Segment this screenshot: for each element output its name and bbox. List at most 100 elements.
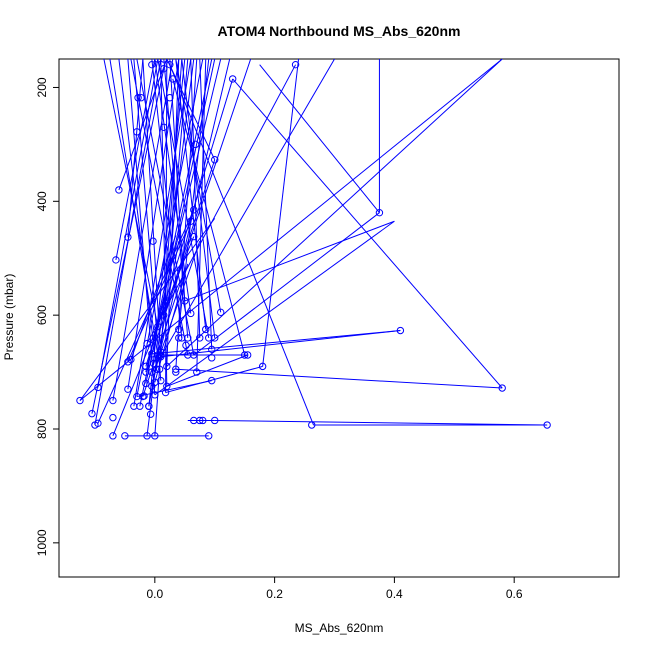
plot-frame [58, 58, 620, 578]
data-point [187, 309, 195, 318]
data-point [291, 60, 300, 69]
x-tick-label: 0.6 [506, 587, 523, 601]
series-line-segment [166, 59, 180, 367]
series-line-segment [175, 59, 222, 313]
data-point [375, 208, 384, 217]
series-line-segment [115, 59, 156, 261]
data-point [151, 432, 159, 440]
data-point [121, 432, 129, 440]
data-point [154, 59, 162, 63]
data-point [109, 413, 117, 422]
data-point [211, 156, 219, 164]
series-line-segment [232, 78, 503, 389]
data-point [109, 432, 117, 440]
x-axis-label: MS_Abs_620nm [295, 621, 384, 635]
series-line-segment [193, 212, 380, 356]
data-point [124, 233, 132, 241]
data-point [193, 368, 201, 376]
data-point [149, 237, 157, 245]
data-point [140, 392, 148, 400]
data-point [109, 396, 117, 405]
data-point [187, 217, 195, 225]
series-line-segment [157, 59, 210, 339]
data-point [163, 382, 171, 391]
x-axis: 0.0 0.2 0.4 0.6 [146, 576, 523, 601]
series-line-segment [169, 64, 315, 426]
series-line-segment [151, 59, 335, 373]
data-point [191, 140, 200, 149]
series-line-segment [160, 59, 168, 387]
series-line-segment [163, 159, 216, 316]
series-line-segment [130, 59, 189, 356]
series-line-segment [154, 220, 395, 396]
data-point [543, 421, 551, 429]
data-point [166, 60, 174, 69]
data-point [146, 410, 155, 418]
data-point [211, 334, 219, 342]
series-line-segment [175, 368, 503, 389]
series-line-segment [118, 59, 168, 191]
x-tick-label: 0.4 [386, 587, 403, 601]
data-point [143, 432, 151, 440]
series-line-segment [163, 59, 189, 338]
data-point [196, 334, 204, 342]
series-line-segment [262, 59, 300, 367]
data-point [115, 186, 123, 194]
data-point [208, 345, 216, 354]
data-point [163, 362, 171, 371]
series-line-segment [190, 59, 201, 338]
series-line-segment [136, 59, 195, 356]
data-point [160, 123, 168, 132]
x-tick-label: 0.0 [146, 587, 163, 601]
y-tick-label: 600 [35, 305, 49, 325]
data-point [498, 384, 506, 392]
data-point [134, 94, 142, 102]
series-line-segment [175, 59, 207, 330]
data-point [228, 75, 237, 83]
data-point [205, 432, 213, 440]
data-point [127, 355, 135, 364]
data-point [157, 376, 165, 385]
data-point [157, 348, 165, 356]
series-points [76, 59, 551, 440]
data-point [182, 341, 190, 350]
data-point [137, 94, 145, 102]
series-line-segment [196, 59, 207, 373]
data-point [112, 256, 120, 264]
chart-title: ATOM4 Northbound MS_Abs_620nm [218, 23, 461, 39]
series-line-segment [136, 380, 212, 398]
series-line-segment [165, 365, 263, 394]
data-point [133, 128, 141, 136]
data-point [172, 365, 180, 373]
data-point [169, 75, 177, 83]
data-point [160, 59, 168, 63]
y-axis: 200 400 600 800 1000 [35, 77, 60, 556]
series-line-segment [148, 241, 180, 407]
data-point [124, 385, 132, 393]
data-point [258, 362, 267, 371]
data-point [157, 351, 165, 359]
series-line-segment [160, 330, 401, 358]
data-point [217, 308, 225, 317]
series-line-segment [148, 59, 186, 407]
data-point [208, 376, 216, 385]
series-line-segment [112, 236, 195, 437]
series-line-segment [142, 59, 162, 357]
series-line-segment [259, 64, 380, 214]
series-line-segment [133, 59, 192, 407]
data-point [155, 365, 164, 373]
series-line-segment [166, 354, 248, 387]
y-axis-label: Pressure (mbar) [2, 274, 16, 361]
data-point [142, 379, 150, 388]
series-line-segment [118, 59, 158, 370]
y-tick-label: 800 [35, 419, 49, 439]
data-point [88, 409, 96, 418]
data-point [202, 325, 210, 334]
data-point [184, 334, 192, 342]
series-lines [79, 59, 548, 437]
series-line-segment [172, 78, 246, 356]
series-line-segment [127, 59, 180, 390]
series-line-segment [160, 240, 201, 353]
